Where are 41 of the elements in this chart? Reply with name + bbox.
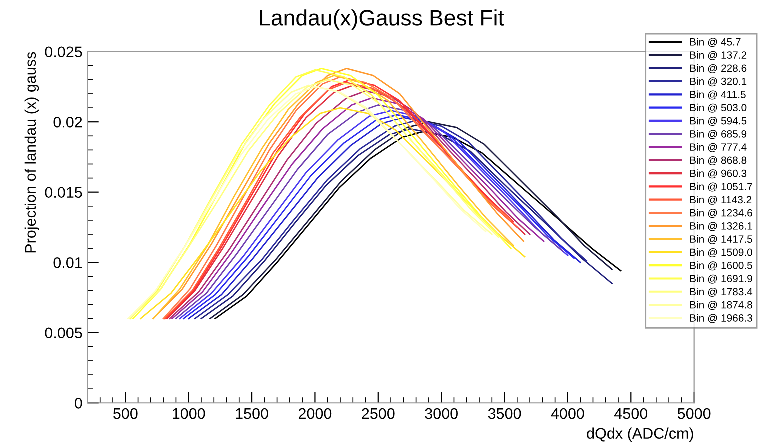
legend-label: Bin @ 960.3: [690, 170, 747, 179]
legend-label: Bin @ 1691.9: [690, 274, 752, 284]
legend-label: Bin @ 1874.8: [690, 301, 752, 310]
x-tick-label: 5000: [678, 408, 711, 420]
x-tick-label: 2000: [298, 408, 332, 420]
y-tick-label: 0.025: [45, 46, 82, 58]
legend-label: Bin @ 1143.2: [690, 196, 752, 205]
x-tick-label: 4500: [614, 408, 648, 420]
legend-label: Bin @ 777.4: [690, 143, 747, 152]
y-tick-label: 0.005: [45, 328, 82, 339]
x-tick-label: 1000: [173, 408, 206, 420]
legend-label: Bin @ 1600.5: [690, 262, 752, 271]
x-tick-label: 2500: [362, 408, 395, 420]
legend-label: Bin @ 594.5: [690, 117, 747, 126]
legend-label: Bin @ 1234.6: [690, 209, 752, 218]
y-tick-label: 0.02: [54, 116, 82, 128]
x-axis-title: dQdx (ADC/cm): [587, 428, 694, 442]
y-tick-label: 0: [74, 398, 82, 409]
legend-label: Bin @ 1417.5: [690, 235, 752, 244]
x-tick-label: 4000: [551, 408, 584, 420]
x-tick-label: 3000: [425, 408, 458, 420]
legend-label: Bin @ 868.8: [690, 156, 747, 166]
x-tick-label: 3500: [488, 408, 522, 420]
chart-title: Landau(x)Gauss Best Fit: [260, 10, 504, 30]
y-tick-label: 0.01: [54, 257, 82, 268]
legend-label: Bin @ 1326.1: [690, 222, 752, 232]
legend-label: Bin @ 45.7: [690, 38, 741, 48]
x-tick-label: 1500: [236, 408, 268, 420]
legend-label: Bin @ 1783.4: [690, 288, 753, 297]
legend-label: Bin @ 411.5: [690, 90, 746, 100]
legend-label: Bin @ 1509.0: [690, 248, 752, 258]
x-tick-label: 500: [114, 408, 138, 420]
y-tick-label: 0.015: [45, 187, 82, 198]
legend-label: Bin @ 503.0: [690, 104, 747, 113]
legend-label: Bin @ 1051.7: [690, 182, 752, 192]
legend-label: Bin @ 685.9: [690, 130, 747, 140]
legend-label: Bin @ 1966.3: [690, 314, 752, 324]
legend-label: Bin @ 137.2: [690, 51, 747, 60]
y-axis-title: Projection of landau (x) gauss: [24, 52, 40, 253]
legend-label: Bin @ 320.1: [690, 78, 747, 87]
legend-label: Bin @ 228.6: [690, 64, 747, 74]
